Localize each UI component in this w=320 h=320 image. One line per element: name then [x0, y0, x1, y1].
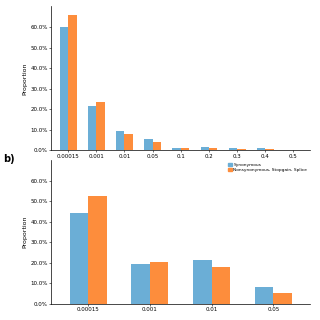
Bar	[181, 148, 189, 150]
Y-axis label: Proportion: Proportion	[23, 62, 28, 95]
X-axis label: Minor allele frequency: Minor allele frequency	[146, 162, 216, 167]
Text: b): b)	[3, 154, 15, 164]
Bar	[193, 260, 212, 304]
Bar	[201, 147, 209, 150]
Bar	[257, 148, 265, 150]
Bar	[116, 131, 124, 150]
Bar	[212, 267, 230, 304]
Bar	[229, 148, 237, 150]
Bar	[265, 149, 274, 150]
Bar	[273, 293, 292, 304]
Bar	[144, 139, 153, 150]
Bar	[237, 149, 246, 150]
Bar	[70, 213, 88, 304]
Bar	[124, 134, 133, 150]
Bar	[255, 286, 273, 304]
Bar	[172, 148, 181, 150]
Bar	[60, 27, 68, 150]
Bar	[132, 264, 150, 304]
Bar	[88, 106, 96, 150]
Bar	[150, 262, 168, 304]
Bar	[209, 148, 217, 150]
Bar	[88, 196, 107, 304]
Bar	[68, 15, 76, 150]
Y-axis label: Proportion: Proportion	[23, 216, 28, 248]
Bar	[153, 142, 161, 150]
Bar	[96, 102, 105, 150]
Legend: Synonymous, Nonsynonymous, Stopgain, Splice: Synonymous, Nonsynonymous, Stopgain, Spl…	[228, 162, 308, 173]
